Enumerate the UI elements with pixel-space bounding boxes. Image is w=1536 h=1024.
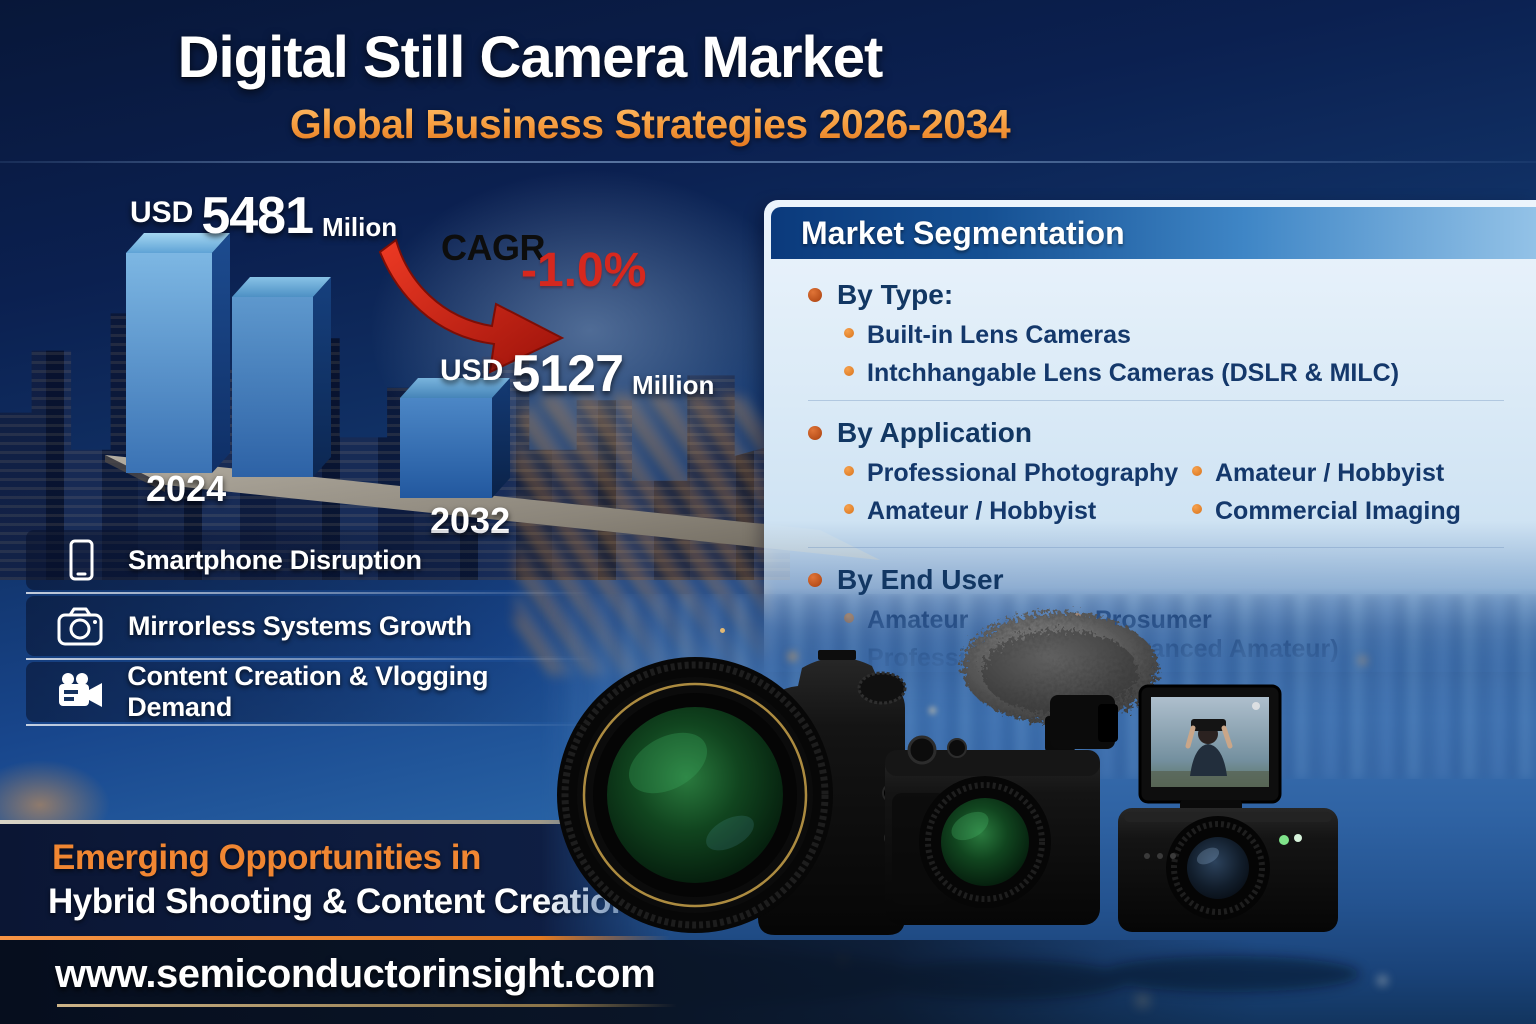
- chart-base-platform: [105, 455, 880, 560]
- feature-mirrorless-growth: Mirrorless Systems Growth: [26, 596, 594, 656]
- group-by-type: By Type:: [808, 279, 1512, 311]
- banner-line2: Hybrid Shooting & Content Creation: [48, 882, 632, 921]
- value-2032: 5127: [511, 345, 624, 403]
- item-label: Amateur / Hobbyist: [1215, 459, 1445, 487]
- bar-2032: [400, 378, 510, 498]
- cagr-down-arrow: [378, 238, 565, 374]
- bullet-icon: [1192, 466, 1202, 476]
- item-label: Built-in Lens Cameras: [867, 321, 1131, 349]
- vlogging-camera-flip-screen: [1118, 684, 1338, 932]
- list-item: Amateur / Hobbyist: [1192, 459, 1461, 488]
- currency-prefix: USD: [130, 196, 194, 229]
- page-title: Digital Still Camera Market: [177, 25, 884, 90]
- bokeh-lights: [720, 628, 725, 633]
- separator-line: [26, 592, 594, 594]
- list-item: Amateur / Hobbyist: [844, 497, 1192, 526]
- feature-label: Smartphone Disruption: [128, 544, 422, 575]
- page-subtitle: Global Business Strategies 2026-2034: [180, 101, 1120, 148]
- video-camera-icon: [54, 670, 107, 714]
- feature-label: Content Creation & Vlogging Demand: [127, 661, 489, 722]
- bullet-icon: [844, 504, 854, 514]
- cagr-label: CAGR: [441, 227, 546, 268]
- list-item: Commercial Imaging: [1192, 497, 1461, 526]
- url-underline: [57, 1004, 677, 1007]
- market-size-bar-chart: [105, 233, 880, 560]
- separator-line: [26, 658, 594, 660]
- mirrorless-camera-with-mic: [885, 612, 1158, 925]
- value-label-2024: USD 5481 Milion: [130, 190, 397, 243]
- bullet-icon: [808, 573, 822, 587]
- cagr-value: -1.0%: [521, 244, 647, 297]
- value-label-2032: USD 5127 Million: [440, 348, 714, 401]
- header-divider-line: [0, 161, 1536, 163]
- dslr-camera: [557, 650, 907, 935]
- bar-middle-decorative: [232, 277, 331, 477]
- bullet-icon: [844, 366, 854, 376]
- unit-2032: Million: [632, 370, 715, 400]
- application-col1: Professional Photography Amateur / Hobby…: [844, 459, 1192, 535]
- key-drivers-list: Smartphone Disruption Mirrorless Systems…: [26, 530, 594, 728]
- banner-line1: Emerging Opportunities in: [52, 838, 481, 877]
- feature-content-creation: Content Creation & Vlogging Demand: [26, 661, 594, 722]
- value-2024: 5481: [201, 187, 314, 245]
- footer-bar: www.semiconductorinsight.com: [0, 940, 1536, 1024]
- unit-2024: Milion: [322, 212, 398, 242]
- currency-prefix: USD: [440, 354, 504, 387]
- separator-line: [26, 724, 594, 726]
- year-label-2024: 2024: [146, 468, 227, 509]
- feature-smartphone-disruption: Smartphone Disruption: [26, 530, 594, 590]
- bullet-icon: [808, 288, 822, 302]
- bullet-icon: [844, 466, 854, 476]
- list-item: Intchhangable Lens Cameras (DSLR & MILC): [844, 359, 1512, 388]
- bullet-icon: [1192, 504, 1202, 514]
- bullet-icon: [844, 328, 854, 338]
- item-label: Commercial Imaging: [1215, 497, 1461, 525]
- section-divider: [808, 547, 1504, 548]
- item-label: Intchhangable Lens Cameras (DSLR & MILC): [867, 359, 1400, 387]
- group-by-application: By Application: [808, 417, 1512, 449]
- mirrorless-camera-icon: [54, 603, 108, 649]
- bar-2024: [126, 233, 230, 473]
- group-label: By Application: [837, 417, 1032, 448]
- segmentation-header: Market Segmentation: [771, 207, 1536, 259]
- website-url[interactable]: www.semiconductorinsight.com: [55, 952, 656, 996]
- feature-label: Mirrorless Systems Growth: [128, 610, 472, 641]
- application-columns: Professional Photography Amateur / Hobby…: [844, 459, 1512, 535]
- bullet-icon: [808, 426, 822, 440]
- list-item: Built-in Lens Cameras: [844, 321, 1512, 350]
- list-item: Professional Photography: [844, 459, 1192, 488]
- group-label: By Type:: [837, 279, 954, 310]
- section-divider: [808, 400, 1504, 401]
- smartphone-icon: [54, 537, 108, 583]
- item-label: Professional Photography: [867, 459, 1179, 487]
- item-label: Amateur / Hobbyist: [867, 497, 1097, 525]
- application-col2: Amateur / Hobbyist Commercial Imaging: [1192, 459, 1461, 535]
